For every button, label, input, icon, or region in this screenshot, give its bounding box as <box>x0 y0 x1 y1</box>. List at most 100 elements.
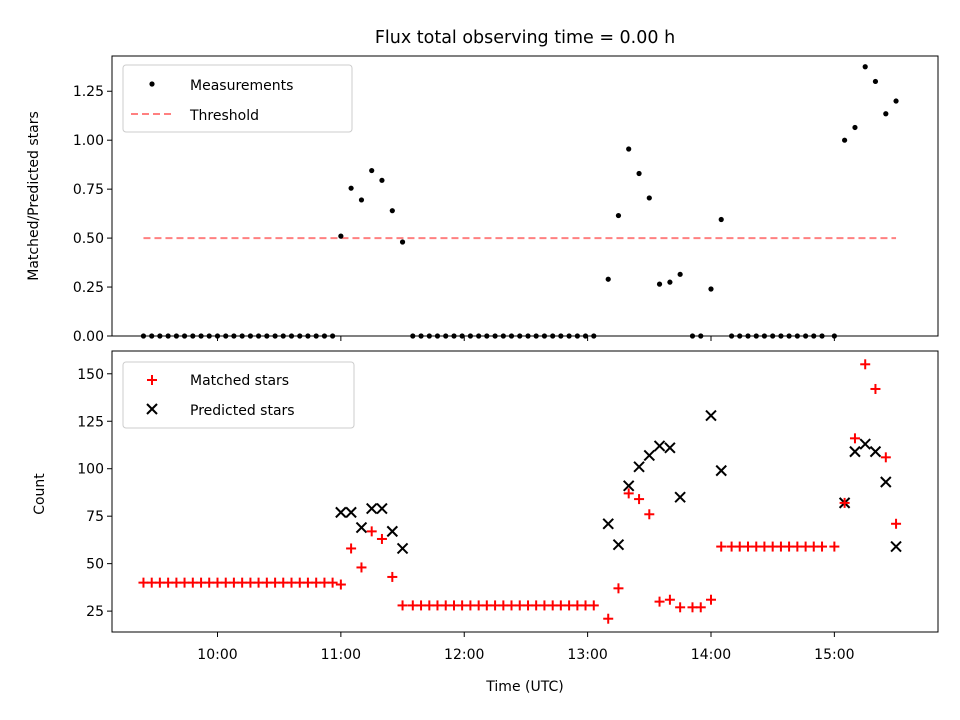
matched-stars-points <box>138 359 902 624</box>
y-tick-label: 0.75 <box>73 182 104 198</box>
predicted-star-point <box>705 409 717 422</box>
top-legend: Measurements Threshold <box>122 64 353 133</box>
measurement-point <box>667 279 673 285</box>
y-tick-label: 1.25 <box>73 84 104 100</box>
measurement-point <box>872 78 879 85</box>
matched-star-point <box>623 488 634 499</box>
x-tick-label: 14:00 <box>691 647 731 663</box>
x-tick-label: 11:00 <box>321 647 361 663</box>
matched-star-point <box>695 602 706 613</box>
top-plot-frame <box>111 55 939 337</box>
predicted-star-point <box>365 502 378 515</box>
y-tick-label: 100 <box>77 462 104 478</box>
y-tick-label: 50 <box>86 557 104 573</box>
matched-star-point <box>613 583 624 594</box>
y-tick-label: 0.50 <box>73 231 104 247</box>
measurement-point <box>883 111 889 117</box>
predicted-star-point <box>602 518 614 530</box>
legend-marker-predicted <box>146 403 158 415</box>
legend-marker-matched <box>147 375 157 385</box>
measurement-points <box>140 64 899 339</box>
matched-star-point <box>335 579 346 590</box>
measurement-point <box>646 195 652 201</box>
measurement-point <box>389 208 395 214</box>
matched-star-point <box>664 594 675 605</box>
legend-label-measurements: Measurements <box>190 78 293 94</box>
matched-star-point <box>849 433 860 444</box>
measurement-point <box>615 212 622 219</box>
matched-star-point <box>634 494 645 505</box>
predicted-star-point <box>880 476 892 488</box>
predicted-star-point <box>345 506 357 519</box>
y-tick-label: 150 <box>77 367 104 383</box>
measurement-point <box>862 64 868 70</box>
measurement-point <box>626 146 632 152</box>
matched-star-point <box>839 497 850 508</box>
chart-title: Flux total observing time = 0.00 h <box>375 28 675 48</box>
matched-star-point <box>675 602 686 613</box>
predicted-star-point <box>396 542 409 555</box>
matched-star-point <box>387 571 398 582</box>
predicted-stars-points <box>335 409 902 555</box>
top-legend-box <box>122 64 353 133</box>
top-y-ticks: 0.00 0.25 0.50 0.75 1.00 1.25 <box>73 84 112 345</box>
x-tick-label: 13:00 <box>567 647 607 663</box>
measurement-point <box>656 281 663 287</box>
measurement-point <box>842 137 848 143</box>
matched-star-point <box>644 509 655 520</box>
matched-star-point <box>891 518 902 529</box>
matched-star-point <box>880 452 891 463</box>
matched-star-point <box>356 562 367 573</box>
measurement-point <box>636 170 642 177</box>
x-tick-label: 15:00 <box>814 647 854 663</box>
matched-star-point <box>705 594 716 605</box>
predicted-star-point <box>859 438 871 450</box>
x-tick-label: 12:00 <box>444 647 484 663</box>
bottom-legend: Matched stars Predicted stars <box>122 361 355 429</box>
y-tick-label: 25 <box>86 604 104 620</box>
predicted-star-point <box>890 540 902 553</box>
matched-star-point <box>817 541 828 552</box>
y-tick-label: 1.00 <box>73 133 104 149</box>
predicted-star-point <box>664 442 676 454</box>
matched-star-point <box>346 543 357 554</box>
top-y-axis-label: Matched/Predicted stars <box>26 111 42 281</box>
predicted-star-point <box>335 506 347 519</box>
legend-label-predicted: Predicted stars <box>190 403 295 419</box>
legend-marker-measurements <box>149 81 155 87</box>
y-tick-label: 125 <box>77 414 104 430</box>
matched-star-point <box>654 596 665 607</box>
predicted-star-point <box>386 525 399 538</box>
predicted-star-point <box>869 445 882 458</box>
predicted-star-point <box>355 521 368 534</box>
matched-star-point <box>588 600 599 611</box>
predicted-star-point <box>849 445 861 458</box>
measurement-point <box>893 98 899 104</box>
y-tick-label: 0.25 <box>73 280 104 296</box>
x-tick-label: 10:00 <box>197 647 237 663</box>
measurement-point <box>718 216 724 223</box>
matched-star-point <box>397 600 408 611</box>
bottom-y-ticks: 25 50 75 100 125 150 <box>77 367 112 620</box>
measurement-point <box>338 233 344 239</box>
predicted-star-point <box>643 449 656 462</box>
predicted-star-point <box>622 480 635 492</box>
bottom-y-axis-label: Count <box>32 473 48 515</box>
measurement-point <box>708 286 714 292</box>
legend-label-matched: Matched stars <box>190 373 289 389</box>
matched-star-point <box>716 541 727 552</box>
bottom-panel: Count Time (UTC) 25 50 75 100 125 150 10:00 11… <box>32 350 939 695</box>
measurement-point <box>852 124 858 131</box>
bottom-x-ticks: 10:00 11:00 12:00 13:00 14:00 15:00 <box>197 632 855 663</box>
predicted-star-point <box>674 491 686 503</box>
bottom-plot-frame <box>111 350 939 633</box>
y-tick-label: 0.00 <box>73 329 104 345</box>
measurement-point <box>348 185 354 191</box>
matched-star-point <box>327 577 338 588</box>
matched-star-point <box>870 383 881 394</box>
measurement-point <box>605 276 611 282</box>
matched-star-point <box>376 533 387 544</box>
predicted-star-point <box>376 502 388 515</box>
y-tick-label: 75 <box>86 509 104 525</box>
